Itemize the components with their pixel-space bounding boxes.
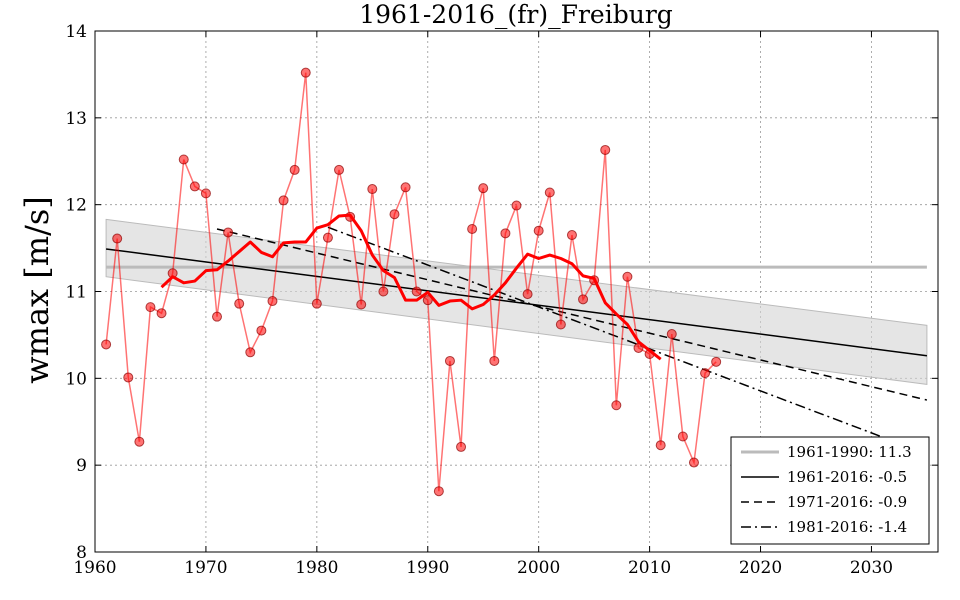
data-point (578, 294, 589, 305)
x-tick-label: 2030 (850, 558, 893, 578)
trend-line-dashdot (327, 226, 928, 455)
data-point (289, 164, 300, 175)
data-point (223, 227, 234, 238)
legend-box (730, 436, 930, 545)
data-point (666, 329, 677, 340)
data-point (200, 188, 211, 199)
x-tick-label: 2010 (628, 558, 671, 578)
data-point (212, 311, 223, 322)
data-point (245, 347, 256, 358)
data-point (611, 400, 622, 411)
x-tick-label: 1960 (73, 558, 116, 578)
x-tick-label: 1970 (184, 558, 227, 578)
y-axis-label: wmax [m/s] (18, 196, 56, 384)
data-point (489, 355, 500, 366)
data-point (101, 339, 112, 350)
data-point (444, 355, 455, 366)
x-tick-label: 2020 (739, 558, 782, 578)
data-point (533, 225, 544, 236)
data-point (156, 308, 167, 319)
data-point (322, 232, 333, 243)
trend-line-dashed (216, 228, 928, 401)
chart-title: 1961-2016_(fr)_Freiburg (359, 0, 673, 29)
y-tick-label: 11 (65, 283, 87, 303)
data-point (711, 356, 722, 367)
data-point (378, 286, 389, 297)
data-point (367, 184, 378, 195)
data-point (422, 295, 433, 306)
legend-label: 1971-2016: -0.9 (787, 493, 907, 511)
data-point (544, 187, 555, 198)
data-series (101, 67, 722, 497)
data-point (522, 289, 533, 300)
data-point (566, 230, 577, 241)
data-point (688, 457, 699, 468)
y-tick-label: 9 (76, 456, 87, 476)
series-line (105, 72, 717, 492)
data-point (411, 286, 422, 297)
data-point (700, 368, 711, 379)
data-point (267, 296, 278, 307)
data-point (622, 271, 633, 282)
legend-label: 1961-2016: -0.5 (787, 468, 907, 486)
legend-label: 1981-2016: -1.4 (787, 518, 907, 536)
legend-label: 1961-1990: 11.3 (787, 443, 912, 461)
data-point (189, 181, 200, 192)
data-point (433, 486, 444, 497)
y-tick-label: 13 (65, 109, 87, 129)
axis-ticks: 1960 1970 1980 1990 2000 2010 2020 2030 8 9 10 11 12… (65, 22, 938, 578)
data-point (389, 209, 400, 220)
data-point (356, 299, 367, 310)
data-point (677, 431, 688, 442)
y-tick-label: 8 (76, 543, 87, 563)
data-point (145, 302, 156, 313)
data-point (134, 436, 145, 447)
data-point (511, 200, 522, 211)
y-tick-label: 10 (65, 369, 87, 389)
data-point (467, 223, 478, 234)
data-point (234, 298, 245, 309)
data-point (400, 182, 411, 193)
data-point (112, 233, 123, 244)
data-point (456, 441, 467, 452)
data-point (500, 228, 511, 239)
data-point (555, 319, 566, 330)
data-point (256, 325, 267, 336)
data-point (600, 144, 611, 155)
data-point (478, 183, 489, 194)
x-tick-label: 1980 (295, 558, 338, 578)
data-point (278, 195, 289, 206)
data-point (334, 164, 345, 175)
x-tick-label: 1990 (406, 558, 449, 578)
legend: 1961-1990: 11.3 1961-2016: -0.5 1971-2016:… (730, 436, 930, 545)
trend-lines (105, 226, 928, 455)
smoothed-line (160, 213, 662, 361)
data-point (311, 298, 322, 309)
y-tick-label: 14 (65, 22, 87, 42)
trend-line-solid (105, 248, 928, 357)
smoothed-series (160, 213, 662, 361)
data-point (123, 372, 134, 383)
data-point (300, 67, 311, 78)
y-tick-label: 12 (65, 196, 87, 216)
data-point (178, 154, 189, 165)
data-point (655, 440, 666, 451)
x-tick-label: 2000 (517, 558, 560, 578)
